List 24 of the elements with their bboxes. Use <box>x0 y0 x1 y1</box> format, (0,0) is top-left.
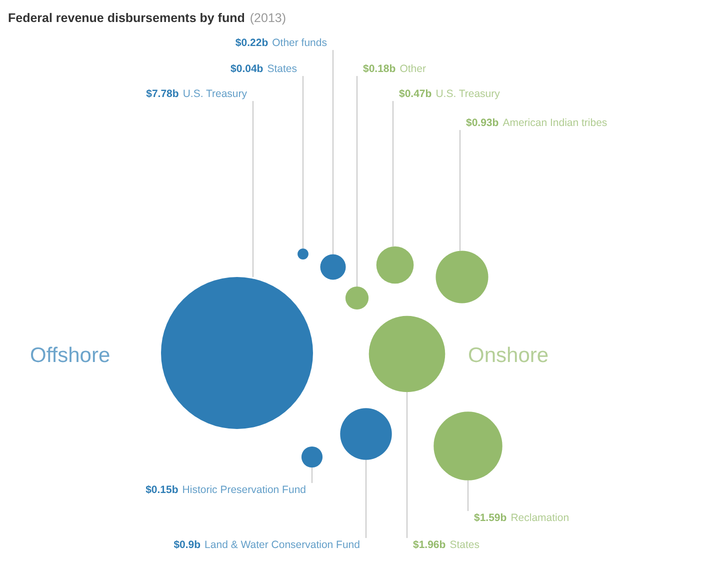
category-label: Land & Water Conservation Fund <box>204 539 360 551</box>
data-label: $1.96b <box>413 539 446 551</box>
text: (2013) <box>250 11 286 25</box>
category-label: Reclamation <box>510 512 570 524</box>
category-label: Historic Preservation Fund <box>182 484 306 496</box>
data-label: $0.04b <box>230 63 264 75</box>
data-label: $7.78b <box>146 88 179 100</box>
category-label: States <box>267 63 297 75</box>
data-label: $1.59b <box>474 512 507 524</box>
category-label: Other <box>400 63 426 75</box>
data-label: $0.22b <box>235 37 268 49</box>
category-label: U.S. Treasury <box>182 88 248 100</box>
legend-label: Onshore <box>468 344 549 367</box>
category-label: American Indian tribes <box>502 117 608 129</box>
data-label: $0.47b <box>399 88 432 100</box>
data-label: $0.18b <box>363 63 396 75</box>
data-label: $0.93b <box>466 117 499 129</box>
category-label: Other funds <box>272 37 327 49</box>
data-label: $0.9b <box>174 539 201 551</box>
legend-label: Offshore <box>30 344 110 367</box>
category-label: States <box>450 539 480 551</box>
data-label: $0.15b <box>146 484 178 496</box>
text: Federal revenue disbursements by fund <box>8 11 245 25</box>
category-label: U.S. Treasury <box>436 88 501 100</box>
